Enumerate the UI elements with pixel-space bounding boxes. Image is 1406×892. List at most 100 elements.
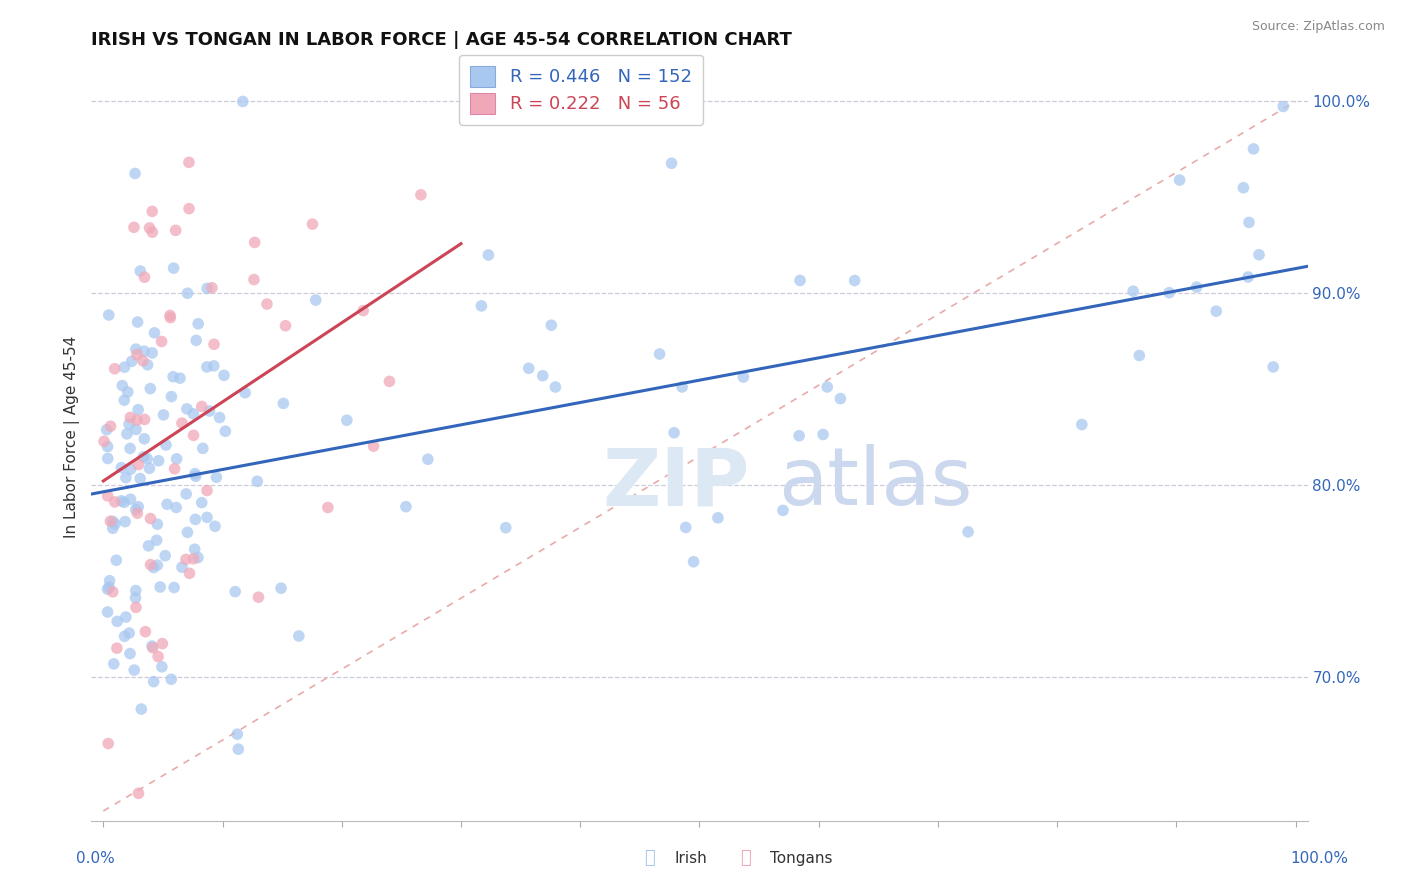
Point	[1272, 99, 1295, 113]
Point	[174, 487, 197, 501]
Point	[195, 510, 218, 524]
Point	[117, 384, 139, 399]
Point	[957, 524, 980, 539]
Point	[139, 382, 162, 396]
Point	[707, 511, 730, 525]
Point	[97, 451, 120, 466]
Point	[138, 221, 160, 235]
Point	[127, 786, 149, 800]
Point	[232, 95, 254, 109]
Point	[256, 297, 278, 311]
Point	[202, 359, 225, 373]
Point	[100, 419, 122, 434]
Point	[1185, 280, 1208, 294]
Point	[155, 438, 177, 452]
Point	[118, 647, 141, 661]
Text: atlas: atlas	[779, 444, 973, 522]
Point	[134, 270, 156, 285]
Point	[1205, 304, 1227, 318]
Point	[204, 519, 226, 533]
Point	[114, 629, 136, 643]
Point	[114, 360, 136, 375]
Point	[129, 471, 152, 485]
Point	[115, 610, 138, 624]
Point	[477, 248, 499, 262]
Point	[125, 502, 148, 516]
Point	[124, 591, 146, 605]
Point	[174, 552, 197, 566]
Point	[105, 615, 128, 629]
Point	[141, 225, 163, 239]
Point	[305, 293, 328, 307]
Point	[176, 401, 198, 416]
Point	[378, 375, 401, 389]
Point	[1168, 173, 1191, 187]
Point	[163, 462, 186, 476]
Point	[110, 493, 132, 508]
Point	[270, 581, 292, 595]
Text: 0.0%: 0.0%	[76, 851, 115, 865]
Point	[540, 318, 562, 333]
Point	[815, 380, 838, 394]
Point	[150, 334, 173, 349]
Point	[336, 413, 359, 427]
Point	[789, 273, 811, 287]
Point	[105, 641, 128, 656]
Point	[104, 495, 127, 509]
Point	[544, 380, 567, 394]
Point	[352, 303, 374, 318]
Point	[142, 674, 165, 689]
Point	[97, 440, 120, 454]
Point	[146, 558, 169, 573]
Point	[127, 315, 149, 329]
Text: Tongans: Tongans	[770, 851, 832, 865]
Point	[97, 737, 120, 751]
Point	[274, 318, 297, 333]
Point	[115, 470, 138, 484]
Point	[125, 583, 148, 598]
Text: IRISH VS TONGAN IN LABOR FORCE | AGE 45-54 CORRELATION CHART: IRISH VS TONGAN IN LABOR FORCE | AGE 45-…	[91, 31, 792, 49]
Point	[93, 434, 115, 449]
Point	[104, 516, 127, 531]
Point	[127, 402, 149, 417]
Point	[208, 410, 231, 425]
Point	[1070, 417, 1092, 432]
Point	[363, 439, 385, 453]
Point	[127, 506, 149, 520]
Point	[143, 326, 166, 340]
Point	[100, 514, 122, 528]
Point	[247, 591, 270, 605]
Point	[141, 639, 163, 653]
Point	[682, 555, 704, 569]
Point	[1243, 142, 1265, 156]
Point	[811, 427, 834, 442]
Point	[190, 495, 212, 509]
Point	[134, 624, 156, 639]
Point	[112, 495, 135, 509]
Point	[160, 390, 183, 404]
Point	[186, 334, 208, 348]
Point	[661, 156, 683, 170]
Point	[517, 361, 540, 376]
Point	[121, 354, 143, 368]
Point	[191, 400, 214, 414]
Point	[105, 553, 128, 567]
Point	[127, 458, 149, 472]
Point	[177, 202, 200, 216]
Point	[195, 483, 218, 498]
Point	[125, 422, 148, 436]
Point	[202, 337, 225, 351]
Point	[104, 361, 127, 376]
Point	[124, 166, 146, 180]
Point	[120, 462, 142, 476]
Point	[170, 416, 193, 430]
Point	[97, 308, 120, 322]
Point	[125, 347, 148, 361]
Point	[162, 261, 184, 276]
Point	[156, 497, 179, 511]
Point	[97, 489, 120, 503]
Point	[97, 582, 120, 597]
Point	[395, 500, 418, 514]
Point	[152, 408, 174, 422]
Point	[1159, 285, 1181, 300]
